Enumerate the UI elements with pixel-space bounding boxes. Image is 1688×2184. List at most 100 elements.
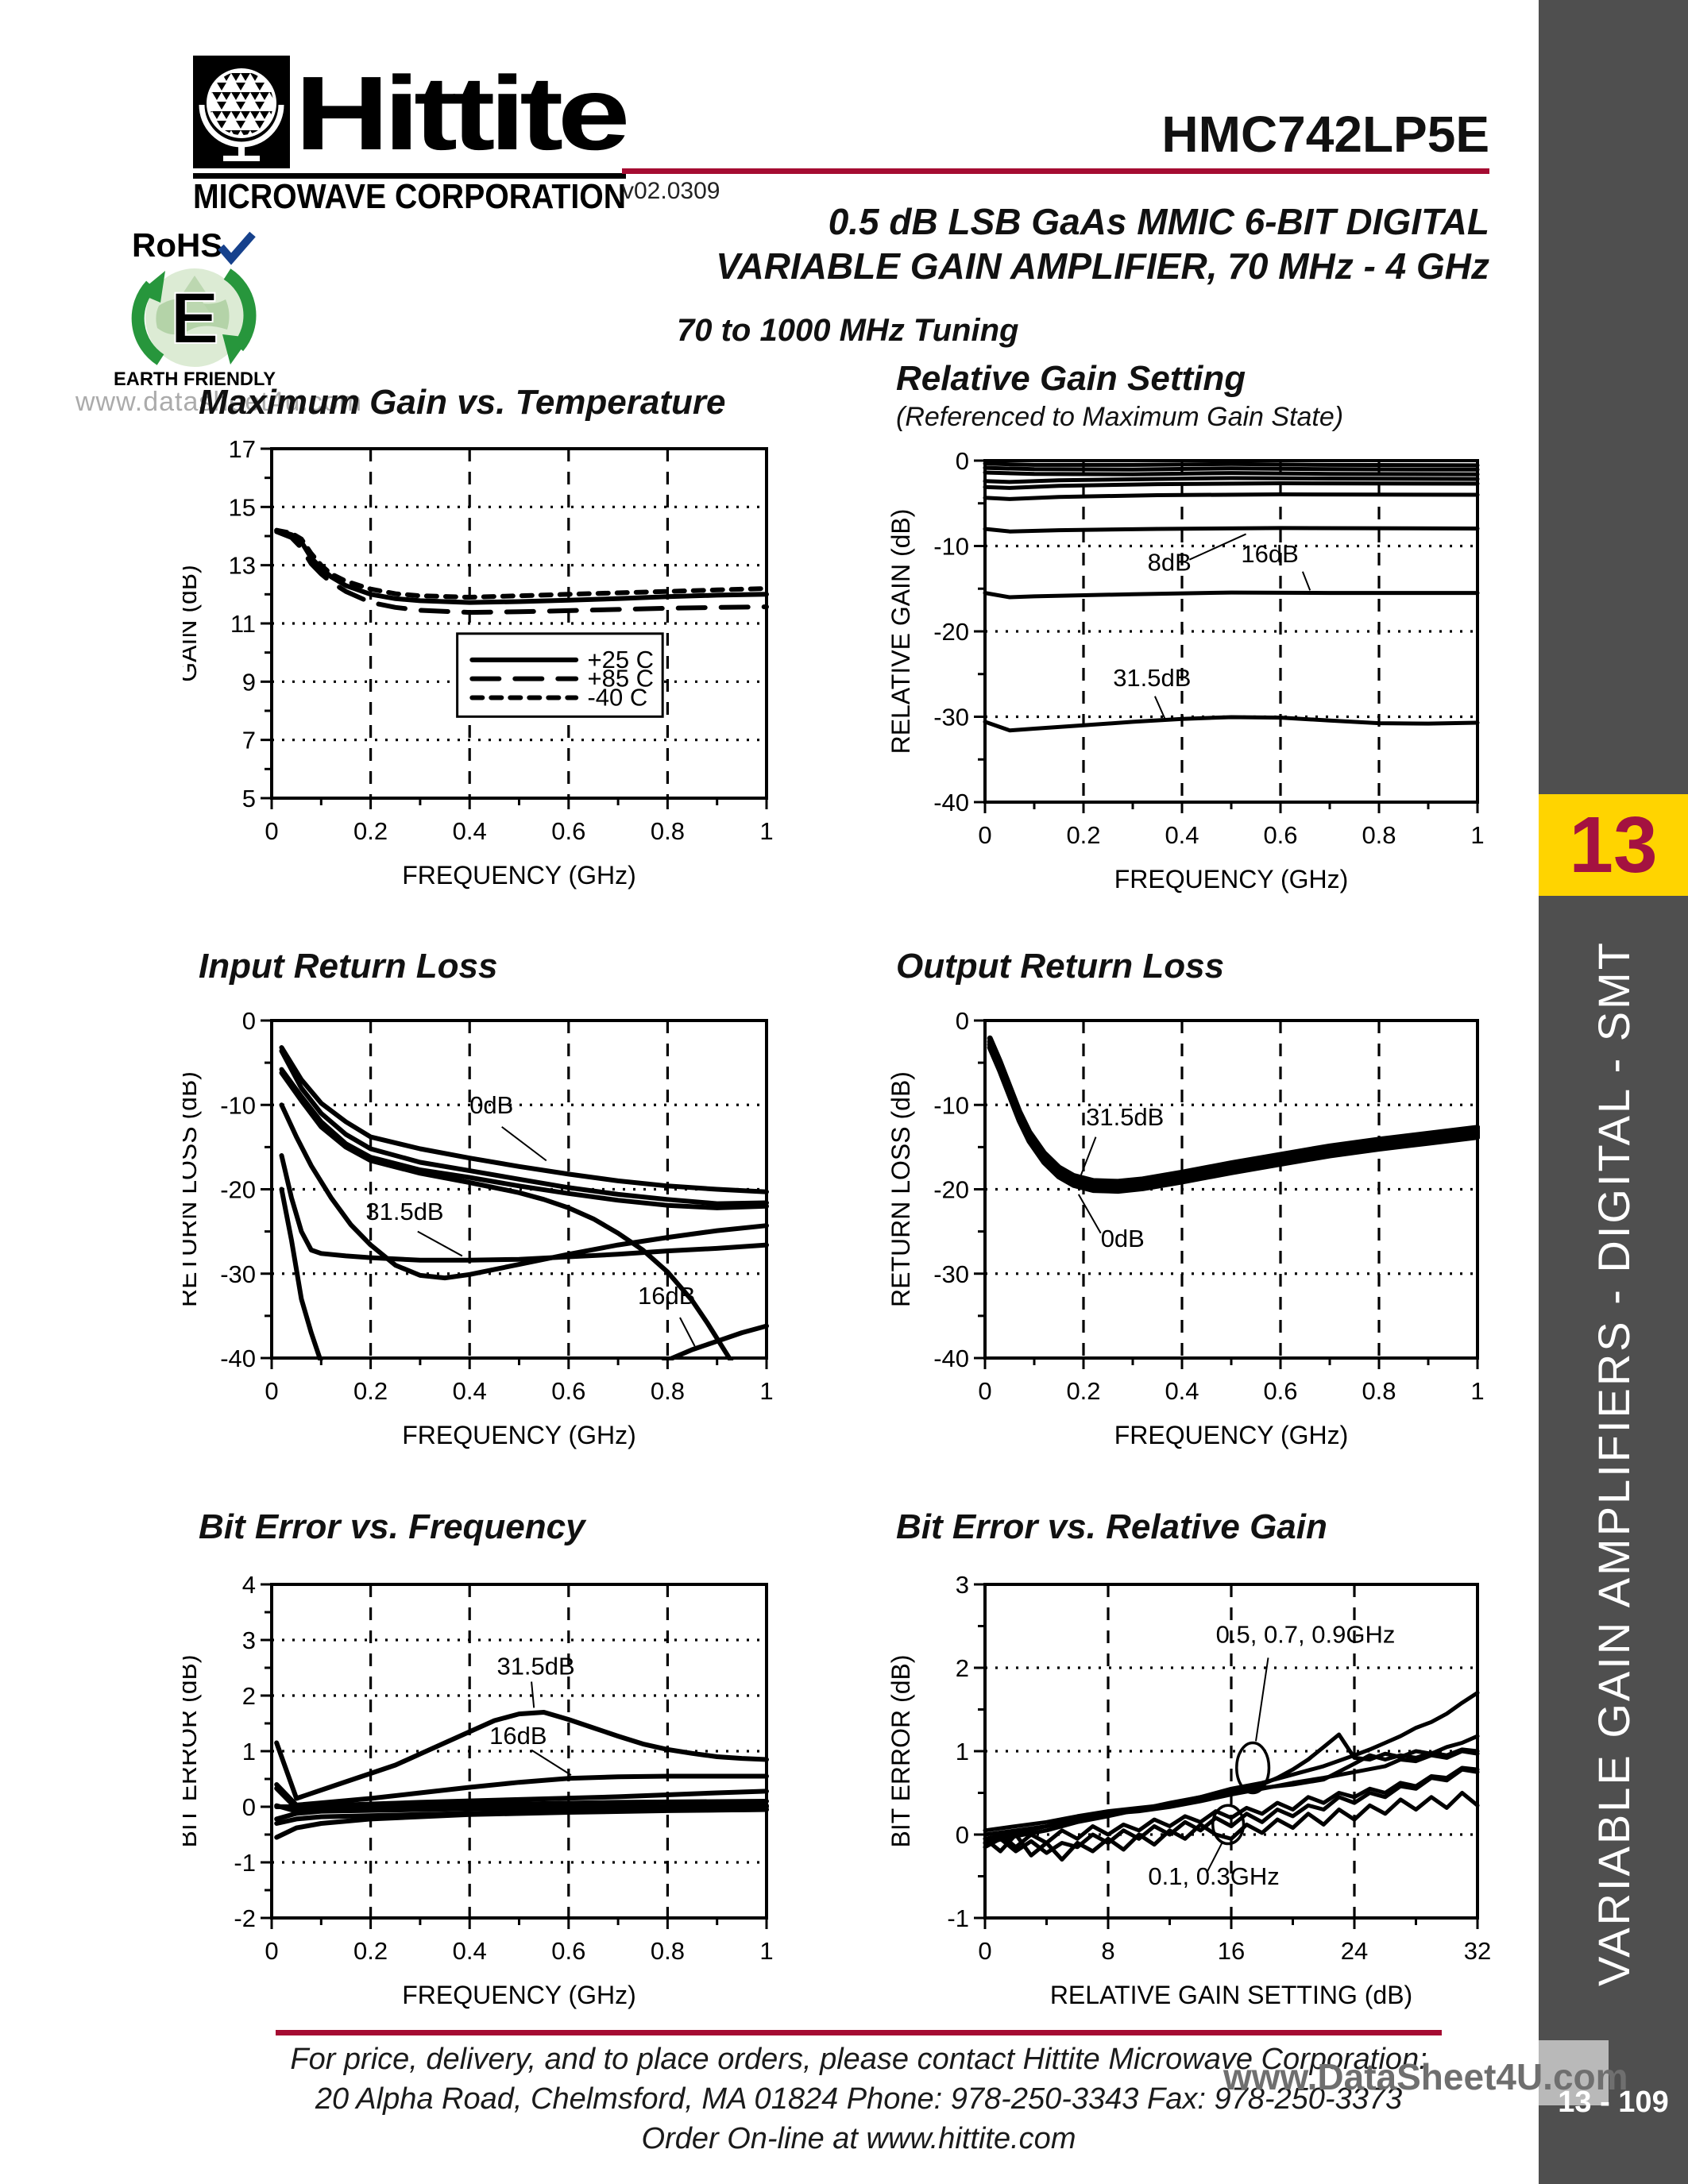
watermark-top: www.datasheet4u.com (75, 387, 363, 417)
version-text: v02.0309 (622, 178, 720, 204)
svg-text:0: 0 (242, 1793, 256, 1821)
svg-text:8dB: 8dB (1148, 549, 1192, 577)
tuning-note: 70 to 1000 MHz Tuning (677, 313, 1019, 348)
svg-text:1: 1 (1470, 821, 1484, 849)
checkmark-icon (218, 231, 256, 265)
svg-text:0.4: 0.4 (1165, 821, 1199, 849)
svg-text:0.8: 0.8 (651, 817, 685, 845)
svg-text:0: 0 (265, 1377, 278, 1405)
svg-text:9: 9 (242, 668, 256, 696)
svg-text:15: 15 (229, 493, 256, 521)
svg-text:-30: -30 (220, 1260, 256, 1288)
svg-text:-20: -20 (933, 1176, 969, 1204)
svg-text:0.4: 0.4 (453, 1377, 487, 1405)
svg-text:-10: -10 (220, 1091, 256, 1119)
svg-text:-40 C: -40 C (587, 684, 647, 712)
svg-text:0dB: 0dB (1101, 1225, 1145, 1252)
svg-text:0.5, 0.7, 0.9GHz: 0.5, 0.7, 0.9GHz (1216, 1621, 1396, 1649)
svg-text:16dB: 16dB (638, 1282, 695, 1310)
earth-friendly-label: EARTH FRIENDLY (114, 369, 276, 389)
chart-bit-error-vs-relative-gain: 0 8 16 24 32 -1 0 1 2 3 RELATIVE GAIN SETTING (dB)… (888, 1571, 1491, 2009)
svg-text:FREQUENCY (GHz): FREQUENCY (GHz) (402, 861, 636, 889)
svg-text:13: 13 (229, 552, 256, 580)
svg-text:0.6: 0.6 (1263, 821, 1297, 849)
svg-text:GAIN (dB): GAIN (dB) (183, 565, 202, 682)
sidebar-vertical-title: VARIABLE GAIN AMPLIFIERS - DIGITAL - SMT (1588, 940, 1639, 1986)
svg-text:1: 1 (1470, 1377, 1484, 1405)
svg-text:RELATIVE GAIN (dB): RELATIVE GAIN (dB) (888, 509, 915, 754)
chart-output-return-loss: 0 0.2 0.4 0.6 0.8 1 -40 -30 -20 -10 0 FREQUENCY (GH… (888, 1007, 1485, 1449)
svg-text:8: 8 (1101, 1937, 1114, 1965)
footer-line2: 20 Alpha Road, Chelmsford, MA 01824 Phon… (315, 2082, 1403, 2116)
earth-icon (145, 268, 244, 367)
svg-text:-20: -20 (220, 1176, 256, 1204)
svg-text:0: 0 (265, 1937, 278, 1965)
svg-text:0.8: 0.8 (651, 1377, 685, 1405)
svg-text:1: 1 (759, 1937, 773, 1965)
chart-title-max-gain: Maximum Gain vs. Temperature (199, 383, 726, 422)
chart-subtitle-relative-gain: (Referenced to Maximum Gain State) (896, 402, 1344, 432)
svg-text:3: 3 (242, 1626, 256, 1654)
svg-text:16: 16 (1218, 1937, 1245, 1965)
svg-text:-40: -40 (933, 1345, 969, 1372)
svg-text:4: 4 (242, 1571, 256, 1599)
svg-text:1: 1 (956, 1738, 969, 1765)
svg-text:-2: -2 (234, 1904, 256, 1932)
recycle-arrowheads (138, 271, 249, 365)
svg-text:31.5dB: 31.5dB (496, 1652, 574, 1680)
svg-text:0: 0 (978, 1937, 991, 1965)
svg-text:0dB: 0dB (469, 1091, 513, 1119)
chart-title-relative-gain: Relative Gain Setting (896, 359, 1246, 398)
svg-text:3: 3 (956, 1571, 969, 1599)
svg-text:0.4: 0.4 (1165, 1377, 1199, 1405)
svg-text:+85 C: +85 C (587, 665, 654, 693)
svg-text:0.2: 0.2 (353, 1377, 388, 1405)
svg-text:11: 11 (230, 610, 256, 638)
sidebar-strip (1539, 0, 1688, 2184)
svg-text:-40: -40 (220, 1345, 256, 1372)
svg-text:0.8: 0.8 (1362, 821, 1396, 849)
svg-text:FREQUENCY (GHz): FREQUENCY (GHz) (402, 1421, 636, 1449)
rohs-logo: E RoHS EARTH FRIENDLY (114, 226, 276, 389)
svg-text:5: 5 (242, 785, 256, 812)
brand-wordmark: Hittite (295, 55, 626, 172)
page-number: 13 - 109 (1558, 2086, 1669, 2119)
svg-text:-40: -40 (933, 789, 969, 816)
svg-text:FREQUENCY (GHz): FREQUENCY (GHz) (1114, 865, 1349, 893)
svg-text:-10: -10 (933, 533, 969, 561)
logo-underline (193, 173, 626, 179)
svg-text:17: 17 (229, 435, 256, 463)
svg-text:0.8: 0.8 (1362, 1377, 1396, 1405)
svg-text:0.6: 0.6 (1263, 1377, 1297, 1405)
svg-text:24: 24 (1341, 1937, 1368, 1965)
watermark-bottom: www.DataSheet4U.com (1223, 2056, 1628, 2097)
svg-text:1: 1 (759, 817, 773, 845)
svg-text:31.5dB: 31.5dB (365, 1198, 443, 1225)
svg-text:0.2: 0.2 (1066, 821, 1100, 849)
svg-text:16dB: 16dB (1241, 540, 1298, 568)
svg-text:FREQUENCY (GHz): FREQUENCY (GHz) (402, 1981, 636, 2009)
rohs-label: RoHS (132, 226, 222, 264)
svg-text:0: 0 (242, 1007, 256, 1035)
chart-title-bit-error-frequency: Bit Error vs. Frequency (199, 1507, 585, 1546)
doc-subtitle-line1: 0.5 dB LSB GaAs MMIC 6-BIT DIGITAL (828, 201, 1489, 242)
svg-text:2: 2 (242, 1682, 256, 1710)
doc-subtitle-line2: VARIABLE GAIN AMPLIFIER, 70 MHz - 4 GHz (716, 245, 1489, 287)
footer-line3: Order On-line at www.hittite.com (641, 2122, 1076, 2155)
hittite-logo: Hittite MICROWAVE CORPORATION (193, 55, 626, 211)
footer-rule (276, 2030, 1442, 2035)
part-number: HMC742LP5E (1161, 106, 1489, 163)
chart-title-input-return-loss: Input Return Loss (199, 947, 498, 986)
footer-line1: For price, delivery, and to place orders… (290, 2043, 1427, 2076)
svg-text:16dB: 16dB (489, 1722, 547, 1750)
svg-text:0.6: 0.6 (551, 817, 585, 845)
header-rule (622, 168, 1489, 174)
svg-text:RETURN LOSS (dB): RETURN LOSS (dB) (183, 1071, 202, 1307)
svg-text:0: 0 (956, 1821, 969, 1849)
svg-text:FREQUENCY (GHz): FREQUENCY (GHz) (1114, 1421, 1349, 1449)
svg-text:2: 2 (956, 1654, 969, 1682)
svg-text:RELATIVE GAIN SETTING (dB): RELATIVE GAIN SETTING (dB) (1050, 1981, 1412, 2009)
svg-text:0.4: 0.4 (453, 817, 487, 845)
